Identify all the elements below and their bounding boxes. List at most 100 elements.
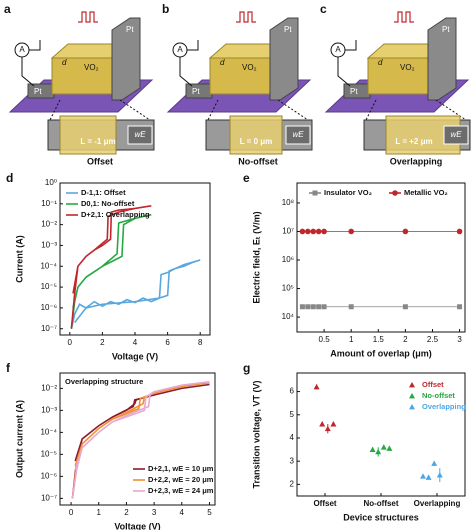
- wire: [179, 57, 193, 87]
- marker: [431, 460, 438, 466]
- zoom-right: [119, 99, 151, 121]
- y-tick-label: 10⁻⁶: [41, 471, 57, 480]
- caption: No-offset: [238, 156, 278, 166]
- length: L = -1 μm: [80, 137, 115, 146]
- x-tick-label: 4: [133, 338, 138, 347]
- panel-letter: c: [320, 2, 327, 16]
- y-tick-label: 6: [290, 387, 295, 396]
- y-tick-label: 10⁻²: [41, 220, 57, 229]
- marker: [310, 304, 316, 310]
- marker: [386, 445, 393, 451]
- pt-left: Pt: [350, 87, 358, 96]
- y-tick-label: 10⁻⁷: [41, 324, 57, 333]
- y-tick-label: 5: [290, 410, 295, 419]
- series-line: [71, 383, 210, 499]
- plot-frame: [59, 372, 216, 506]
- marker: [319, 421, 326, 427]
- pt-right: Pt: [126, 25, 134, 34]
- x-tick-label: Overlapping: [414, 499, 461, 508]
- marker: [321, 228, 327, 235]
- pt-right: Pt: [442, 25, 450, 34]
- legend-label: Metallic VO₂: [404, 188, 448, 197]
- x-axis-label: Voltage (V): [112, 351, 158, 361]
- marker: [310, 228, 317, 235]
- marker: [313, 383, 320, 390]
- x-tick-label: 5: [207, 508, 212, 517]
- marker: [321, 304, 327, 310]
- y-tick-label: 10⁻³: [41, 405, 57, 414]
- caption: Offset: [87, 156, 113, 166]
- gap: d: [62, 58, 67, 67]
- x-axis-label: Voltage (V): [114, 521, 160, 530]
- zoom-electrode: [443, 125, 469, 145]
- x-tick-label: 3: [457, 335, 462, 344]
- x-tick-label: 1.5: [373, 335, 385, 344]
- panel-letter: b: [162, 2, 169, 16]
- legend-label: D0,1: No-offset: [81, 199, 135, 208]
- gap: d: [220, 58, 225, 67]
- marker: [369, 446, 376, 452]
- zoom-vo2: [229, 115, 283, 155]
- legend-label: D+2,1: Overlapping: [81, 210, 150, 219]
- zoom-vo2: [59, 115, 117, 155]
- vo2-front: [209, 57, 271, 95]
- marker: [305, 304, 311, 310]
- panel-letter: f: [6, 361, 11, 375]
- pt-left: Pt: [34, 87, 42, 96]
- x-tick-label: Offset: [313, 499, 336, 508]
- legend-swatch: [392, 190, 398, 196]
- x-tick-label: 2: [100, 338, 105, 347]
- marker: [305, 228, 311, 235]
- pt-left: Pt: [192, 87, 200, 96]
- material: VO₂: [400, 63, 415, 72]
- marker: [315, 228, 322, 235]
- marker: [324, 425, 331, 432]
- marker: [425, 474, 432, 480]
- series-line: [71, 380, 210, 499]
- x-tick-label: 2.5: [427, 335, 439, 344]
- y-tick-label: 10⁷: [282, 227, 294, 236]
- length: L = 0 μm: [240, 137, 273, 146]
- series-line: [70, 205, 152, 329]
- pulse-icon: [236, 11, 256, 23]
- marker: [420, 473, 426, 479]
- pulse-icon: [394, 11, 414, 23]
- series-line: [71, 381, 210, 499]
- pulse-icon: [78, 11, 98, 23]
- plot-frame: [296, 182, 466, 333]
- y-tick-label: 10⁴: [282, 312, 295, 321]
- y-tick-label: 10⁻³: [41, 241, 57, 250]
- y-tick-label: 10⁻⁴: [40, 261, 57, 270]
- x-tick-label: No-offset: [363, 499, 398, 508]
- legend-label: D+2,3, wE = 24 μm: [148, 486, 214, 495]
- x-tick-label: 2: [124, 508, 129, 517]
- legend-swatch: [312, 190, 318, 196]
- y-tick-label: 10⁻⁵: [41, 449, 57, 458]
- y-tick-label: 2: [290, 480, 295, 489]
- series-line: [70, 259, 201, 329]
- legend-swatch: [409, 393, 415, 399]
- legend-swatch: [409, 404, 415, 410]
- panel-letter: e: [243, 171, 250, 185]
- caption: Overlapping: [390, 156, 443, 166]
- legend-label: Offset: [422, 380, 444, 389]
- panel-letter: g: [243, 361, 250, 375]
- y-axis-label: Transition voltage, VT (V): [251, 380, 261, 488]
- wire: [337, 57, 351, 87]
- y-tick-label: 3: [290, 456, 295, 465]
- marker: [348, 228, 354, 235]
- marker: [330, 421, 337, 427]
- y-tick-label: 10⁻⁶: [41, 303, 57, 312]
- legend-label: Overlapping: [422, 402, 466, 411]
- marker: [402, 228, 409, 235]
- y-axis-label: Current (A): [14, 235, 24, 283]
- wire: [345, 40, 357, 51]
- x-tick-label: 1: [349, 335, 354, 344]
- pt-block: [427, 17, 457, 101]
- meter: A: [19, 45, 25, 54]
- y-tick-label: 10⁻⁷: [41, 493, 57, 502]
- pt-block: [111, 17, 141, 101]
- marker: [402, 304, 408, 310]
- vo2-front: [367, 57, 429, 95]
- x-tick-label: 0.5: [319, 335, 331, 344]
